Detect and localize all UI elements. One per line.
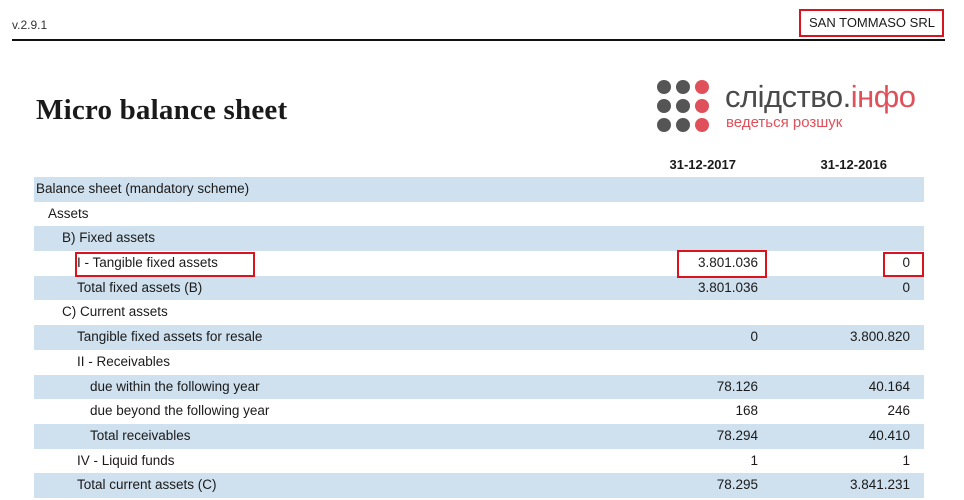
row-label: C) Current assets [62,304,168,320]
table-row: Balance sheet (mandatory scheme) [34,177,924,202]
table-row: Assets [34,202,924,227]
table-row: Tangible fixed assets for resale 0 3.800… [34,325,924,350]
page-title: Micro balance sheet [36,94,288,126]
table-row: I - Tangible fixed assets 3.801.036 0 [34,251,924,276]
logo-dots-icon [655,78,715,136]
row-label: B) Fixed assets [62,230,156,246]
balance-sheet-table: Balance sheet (mandatory scheme) Assets … [34,177,924,498]
row-value-2017: 0 [750,329,758,345]
header-divider [12,39,945,41]
table-row: Total current assets (C) 78.295 3.841.23… [34,473,924,498]
table-row: Total fixed assets (B) 3.801.036 0 [34,275,924,301]
row-value-2016: 0 [902,279,910,295]
row-label: Assets [48,205,89,221]
row-label: Total receivables [90,427,191,443]
row-value-2017: 3.801.036 [697,279,758,295]
row-label: due beyond the following year [90,403,270,419]
row-value-2016: 1 [902,452,910,468]
table-row: B) Fixed assets [34,226,924,252]
row-label: Balance sheet (mandatory scheme) [36,181,250,196]
row-label: II - Receivables [77,353,171,369]
logo-tagline: ведеться розшук [726,114,843,131]
row-label: Total current assets (C) [77,477,217,493]
row-value-2016: 0 [902,255,910,271]
row-value-2016: 246 [887,403,910,419]
column-header-2017: 31-12-2017 [669,157,737,172]
highlight-box-label [75,252,255,277]
row-value-2017: 78.294 [716,427,758,443]
table-row: C) Current assets [34,300,924,325]
column-header-2016: 31-12-2016 [820,157,888,172]
row-value-2017: 1 [750,452,758,468]
highlight-box-value-2017 [677,250,767,278]
row-label: Total fixed assets (B) [77,279,203,295]
row-label: Tangible fixed assets for resale [77,329,263,345]
logo: слідство.інфо ведеться розшук [655,78,916,136]
table-row: Total receivables 78.294 40.410 [34,423,924,449]
row-value-2016: 3.841.231 [849,477,910,493]
row-value-2016: 3.800.820 [849,329,910,345]
logo-wordmark: слідство.інфо [725,79,916,114]
row-value-2017: 168 [735,403,758,419]
row-value-2017: 78.295 [716,477,758,493]
row-label: IV - Liquid funds [77,452,175,468]
table-row: due beyond the following year 168 246 [34,399,924,424]
table-row: due within the following year 78.126 40.… [34,374,924,400]
row-value-2016: 40.410 [868,427,910,443]
table-row: II - Receivables [34,350,924,375]
row-label: I - Tangible fixed assets [77,255,218,271]
row-value-2017: 3.801.036 [697,255,758,271]
row-value-2016: 40.164 [868,378,910,394]
row-value-2017: 78.126 [716,378,758,394]
row-label: due within the following year [90,378,260,394]
table-row: IV - Liquid funds 1 1 [34,449,924,474]
version-label: v.2.9.1 [12,18,48,32]
highlight-box-value-2016 [883,252,924,277]
company-name: SAN TOMMASO SRL [799,9,944,37]
